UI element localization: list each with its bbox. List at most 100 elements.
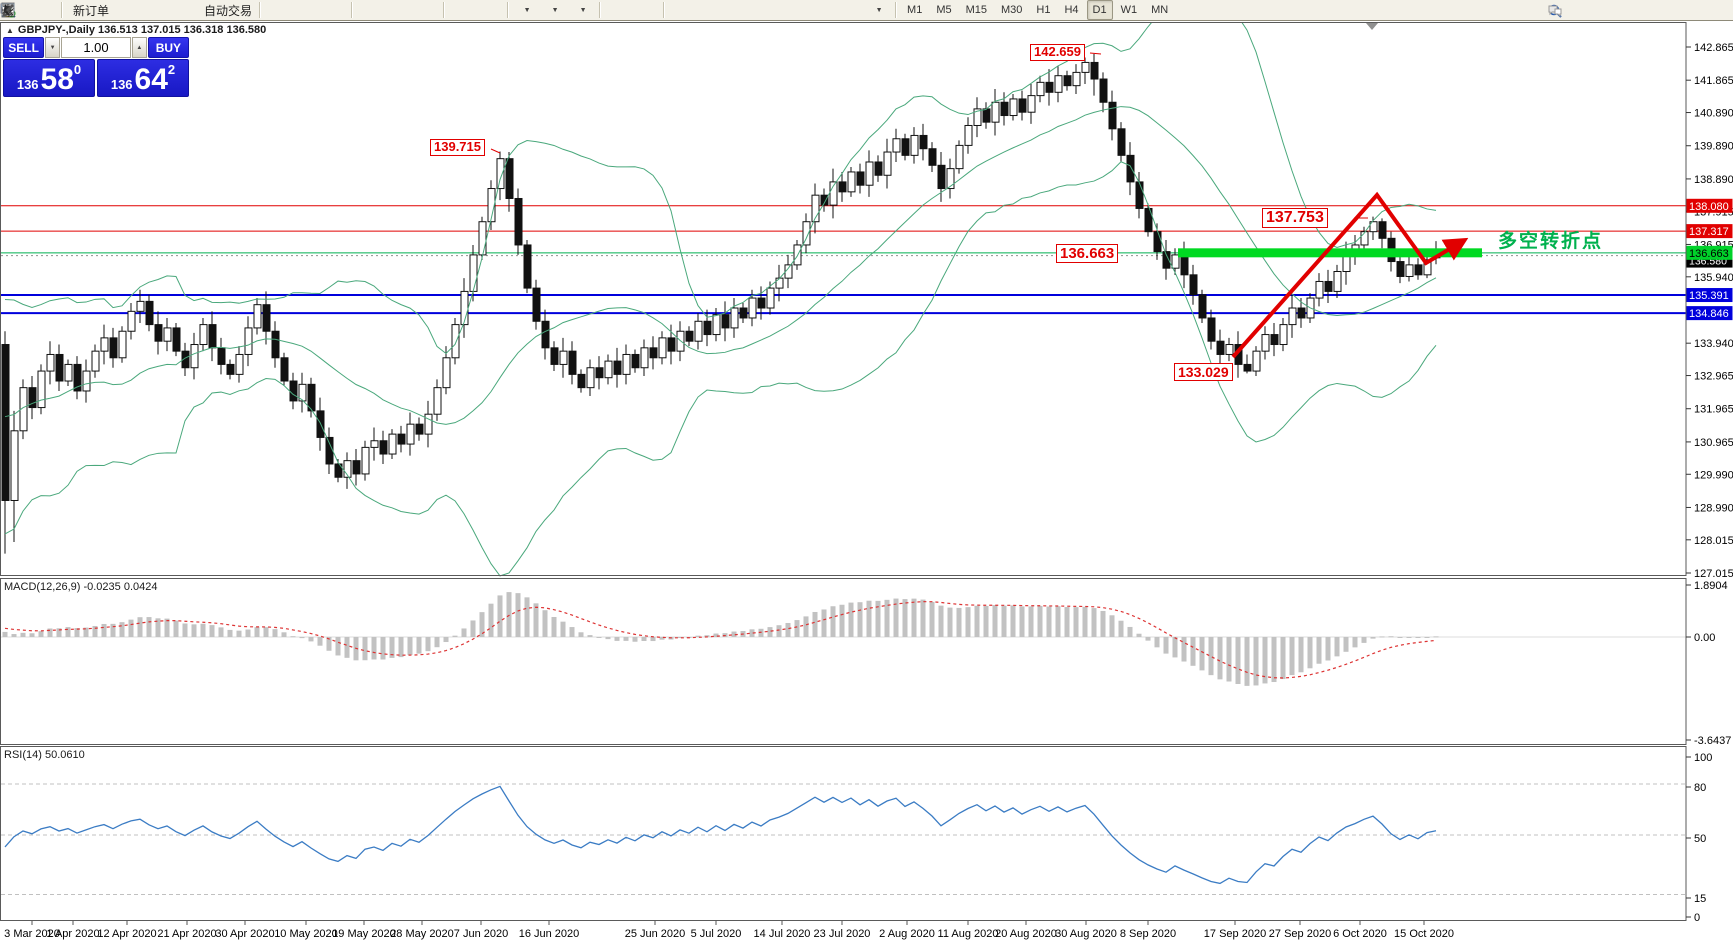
indicators-button[interactable]: ▼	[1, 0, 539, 20]
symbol-ohlc-text: GBPJPY-,Daily 136.513 137.015 136.318 13…	[17, 24, 267, 36]
svg-text:139.890: 139.890	[1694, 141, 1733, 153]
main-chart-border	[0, 22, 1687, 576]
auto-trading-button[interactable]: 自动交易	[2, 0, 255, 20]
turning-point-zone[interactable]	[1178, 248, 1482, 258]
svg-text:12 Apr 2020: 12 Apr 2020	[97, 928, 156, 940]
sell-price-main: 136	[16, 77, 39, 92]
svg-text:28 May 2020: 28 May 2020	[390, 928, 454, 940]
sell-button[interactable]: SELL	[3, 37, 45, 58]
periods-button[interactable]: ▼	[1, 0, 567, 20]
timeframe-m1-button[interactable]: M1	[907, 4, 923, 16]
volume-increase-icon[interactable]: ▲	[132, 37, 147, 58]
svg-text:142.865: 142.865	[1694, 42, 1733, 54]
sell-price-big: 58	[40, 63, 74, 96]
price-annotation-133_029[interactable]: 133.029	[1174, 363, 1233, 382]
volume-input[interactable]	[61, 37, 131, 58]
arrows-button[interactable]: ▼	[3, 0, 891, 20]
svg-text:80: 80	[1694, 782, 1706, 794]
svg-text:2 Aug 2020: 2 Aug 2020	[879, 928, 935, 940]
svg-text:5 Jul 2020: 5 Jul 2020	[691, 928, 742, 940]
price-label-134.846	[1686, 306, 1733, 321]
timeframe-m15-button[interactable]: M15	[965, 4, 987, 16]
one-click-trading-panel: SELL ▼ ▲ BUY 136 58 0 136 64 2	[3, 37, 189, 97]
bar-chart-mode-button[interactable]	[2, 0, 291, 20]
rsi-indicator-label: RSI(14) 50.0610	[4, 749, 85, 761]
price-label-137.317	[1686, 224, 1733, 239]
fibonacci-button[interactable]: F	[3, 0, 807, 20]
auto-trading-label: 自动交易	[204, 3, 253, 18]
toolbar-right-icons	[1547, 1, 1603, 21]
market-watch-button[interactable]	[1, 0, 140, 20]
data-window-button[interactable]	[1, 0, 168, 20]
buy-price-button[interactable]: 136 64 2	[97, 59, 189, 97]
sell-price-button[interactable]: 136 58 0	[3, 59, 95, 97]
chart-shift-button[interactable]	[2, 0, 503, 20]
macd-histogram	[2, 592, 1439, 686]
chat-button[interactable]	[1548, 1, 1602, 21]
toolbar-separator	[663, 2, 666, 18]
horizontal-line-button[interactable]	[2, 0, 723, 20]
price-annotation-136_663[interactable]: 136.663	[1056, 244, 1119, 264]
price-annotation-137_753[interactable]: 137.753	[1262, 208, 1328, 229]
zoom-out-button[interactable]	[1, 0, 411, 20]
chat-icon	[1548, 5, 1562, 18]
svg-text:8 Sep 2020: 8 Sep 2020	[1120, 928, 1176, 940]
timeframe-h1-button[interactable]: H1	[1036, 4, 1051, 16]
new-order-button[interactable]: 新订单	[2, 0, 112, 20]
text-button[interactable]: A	[4, 0, 835, 20]
price-annotation-142_659[interactable]: 142.659	[1030, 44, 1085, 61]
svg-text:20 Aug 2020: 20 Aug 2020	[995, 928, 1057, 940]
svg-text:23 Jul 2020: 23 Jul 2020	[814, 928, 871, 940]
timeframe-mn-button[interactable]: MN	[1151, 4, 1169, 16]
svg-text:19 May 2020: 19 May 2020	[332, 928, 396, 940]
svg-text:27 Sep 2020: 27 Sep 2020	[1269, 928, 1331, 940]
dropdown-caret-icon: ▼	[551, 6, 559, 14]
buy-price-sup: 2	[167, 62, 176, 77]
auto-scroll-button[interactable]	[2, 0, 475, 20]
chart-shift-marker[interactable]	[1366, 23, 1378, 30]
volume-decrease-icon[interactable]: ▼	[45, 37, 60, 58]
svg-text:128.990: 128.990	[1694, 502, 1733, 514]
one-click-collapse-icon[interactable]: ▲	[6, 26, 14, 35]
svg-text:128.015: 128.015	[1694, 535, 1733, 547]
trendline-button[interactable]	[2, 0, 751, 20]
line-chart-mode-button[interactable]	[1, 0, 347, 20]
svg-text:17 Sep 2020: 17 Sep 2020	[1204, 928, 1266, 940]
crosshair-button[interactable]	[2, 0, 659, 20]
annotation-connector	[490, 148, 501, 154]
zoom-in-button[interactable]	[1, 0, 383, 20]
profiles-button[interactable]	[0, 0, 57, 20]
timeframe-m5-button[interactable]: M5	[936, 4, 952, 16]
tile-windows-button[interactable]	[1, 0, 439, 20]
templates-button[interactable]: ▼	[1, 0, 595, 20]
toolbar-separator	[507, 2, 510, 18]
signals-button[interactable]	[2, 0, 196, 20]
rsi-panel[interactable]: 100 80 50 15 0	[0, 746, 1733, 921]
svg-text:E: E	[10, 13, 14, 18]
buy-price-main: 136	[110, 77, 133, 92]
toolbar-separator	[351, 2, 354, 18]
svg-text:134.846: 134.846	[1689, 308, 1729, 320]
macd-panel[interactable]: 1.8904 0.00 -3.6437	[0, 578, 1733, 746]
main-chart[interactable]: 142.865141.865140.890139.890138.890137.9…	[0, 22, 1733, 578]
buy-button[interactable]: BUY	[147, 37, 189, 58]
timeframe-d1-button[interactable]: D1	[1086, 0, 1113, 20]
trend-arrow[interactable]	[1231, 191, 1469, 359]
timeframe-h4-button[interactable]: H4	[1064, 4, 1079, 16]
equidistant-channel-button[interactable]: E	[1, 0, 779, 20]
svg-text:7 Jun 2020: 7 Jun 2020	[454, 928, 508, 940]
text-label-button[interactable]: T	[2, 0, 863, 20]
svg-text:14 Jul 2020: 14 Jul 2020	[754, 928, 811, 940]
timeframe-w1-button[interactable]: W1	[1120, 4, 1138, 16]
svg-text:11 Aug 2020: 11 Aug 2020	[938, 928, 999, 940]
candlestick-mode-button[interactable]	[3, 0, 319, 20]
price-annotation-139_715[interactable]: 139.715	[430, 139, 485, 156]
vertical-line-button[interactable]	[7, 0, 695, 20]
buy-price-big: 64	[134, 63, 168, 96]
turning-point-callout[interactable]: 多空转折点	[1498, 231, 1604, 252]
timeframe-m30-button[interactable]: M30	[1001, 4, 1023, 16]
toolbar-separator	[599, 2, 602, 18]
svg-text:100: 100	[1694, 752, 1712, 764]
cursor-button[interactable]	[3, 0, 631, 20]
